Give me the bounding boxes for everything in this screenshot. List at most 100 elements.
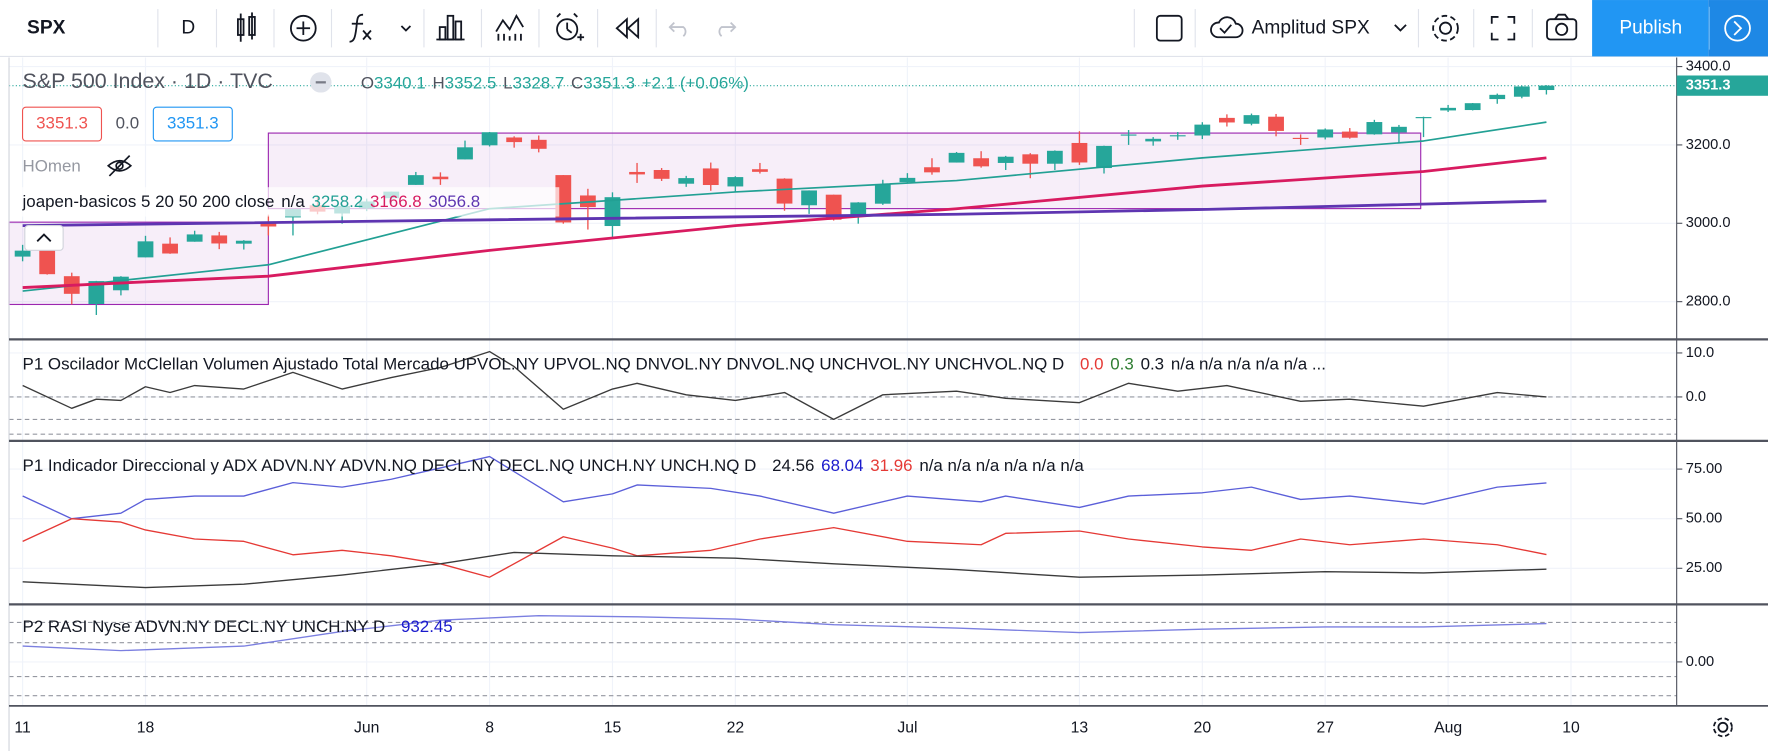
symbol[interactable]: SPX — [27, 17, 66, 38]
y-tick-label: 50.00 — [1686, 511, 1723, 527]
candle-body — [481, 132, 498, 146]
candle-body — [186, 234, 203, 242]
candle-body — [1391, 126, 1407, 133]
pane-legend: P2 RASI Nyse ADVN.NY DECL.NY UNCH.NY D 93… — [23, 618, 453, 637]
y-tick-label: 25.00 — [1686, 560, 1723, 576]
candle-body — [924, 167, 940, 173]
indicator-line — [22, 614, 1547, 652]
publish-menu[interactable] — [1708, 0, 1768, 57]
settings-icon[interactable] — [1432, 14, 1459, 42]
candle-body — [14, 250, 31, 257]
x-tick-label: Jul — [897, 720, 917, 737]
chart-title: S&P 500 Index · 1D · TVC — [23, 69, 273, 93]
candle-body — [1489, 94, 1506, 100]
strategy-icon[interactable] — [495, 13, 524, 41]
snapshot-icon[interactable] — [1546, 13, 1578, 41]
candle-body — [235, 240, 252, 244]
candle-body — [1243, 115, 1260, 124]
candle-body — [260, 221, 277, 227]
layout-name[interactable]: Amplitud SPX — [1252, 17, 1370, 38]
indicator-line — [22, 518, 1547, 578]
compare-icon[interactable] — [290, 14, 317, 42]
pane-legend: P1 Oscilador McClellan Volumen Ajustado … — [23, 355, 1326, 374]
buy-box[interactable] — [152, 106, 233, 142]
x-tick-label: 13 — [1071, 720, 1089, 737]
templates-icon[interactable] — [436, 14, 465, 41]
pane-legend: P1 Indicador Direccional y ADX ADVN.NY A… — [23, 456, 1085, 475]
candle-body — [1292, 137, 1309, 139]
cloud-icon[interactable] — [1210, 16, 1244, 39]
publish-label[interactable]: Publish — [1619, 17, 1682, 38]
layout-chevron[interactable] — [1394, 24, 1407, 32]
candle-body — [997, 156, 1014, 163]
publish-button[interactable] — [1592, 0, 1709, 57]
sell-box[interactable] — [21, 106, 103, 142]
sell-price[interactable]: 3351.3 — [36, 114, 88, 133]
candle-body — [1464, 103, 1481, 111]
candle-body — [1513, 86, 1530, 97]
x-tick-label: 20 — [1194, 720, 1212, 737]
candle-body — [776, 178, 793, 204]
y-tick-label: 75.00 — [1686, 461, 1723, 477]
chart-type-icon[interactable] — [237, 12, 256, 42]
last-price-label: 3351.3 — [1686, 78, 1731, 94]
y-tick-label: 3000.0 — [1686, 215, 1731, 231]
labels-layer: S&P 500 Index · 1D · TVC O3340.1 H3352.5 L… — [14, 58, 1768, 737]
indicator-line — [22, 350, 1547, 421]
hidden-indicator[interactable]: HOmen — [23, 156, 81, 175]
spread: 0.0 — [116, 114, 140, 133]
y-tick-label: 0.0 — [1686, 389, 1706, 405]
x-tick-label: 11 — [14, 720, 30, 737]
candle-body — [530, 139, 547, 149]
x-tick-label: 8 — [485, 720, 494, 737]
indicators-icon[interactable] — [349, 13, 412, 43]
candle-body — [88, 281, 105, 305]
alert-icon[interactable] — [556, 12, 585, 41]
ohlc-legend: O3340.1 H3352.5 L3328.7 C3351.3 +2.1 (+0.06%… — [361, 74, 749, 93]
x-tick-label: 27 — [1316, 720, 1334, 737]
candle-body — [1317, 129, 1334, 138]
x-tick-label: 15 — [604, 720, 622, 737]
toolbar-bg — [0, 0, 1768, 57]
candle-body — [702, 168, 719, 186]
last-price-box — [1676, 75, 1768, 96]
candle-body — [1268, 116, 1284, 131]
candle-body — [39, 247, 56, 275]
candle-body — [211, 235, 228, 244]
candle-body — [1341, 131, 1358, 138]
candle-body — [162, 243, 178, 254]
candle-body — [1194, 124, 1211, 136]
candle-body — [629, 171, 645, 175]
candle-body — [1145, 138, 1162, 142]
x-tick-label: 18 — [137, 720, 155, 737]
fullscreen-icon[interactable] — [1490, 16, 1516, 41]
candle-body — [457, 147, 473, 160]
x-tick-label: 22 — [727, 720, 745, 737]
candle-body — [506, 137, 523, 143]
indicator-line — [22, 199, 1547, 228]
publish-menu-icon — [1724, 14, 1751, 42]
candle-body — [899, 177, 916, 183]
candle-body — [1046, 150, 1063, 164]
candle-body — [1169, 135, 1186, 137]
candle-body — [973, 158, 990, 167]
interval[interactable]: D — [181, 17, 195, 38]
x-tick-label: Jun — [354, 720, 379, 737]
buy-price[interactable]: 3351.3 — [167, 114, 219, 133]
replay-icon[interactable] — [615, 17, 640, 40]
undo-redo-icons[interactable] — [668, 21, 737, 37]
candle-body — [874, 183, 891, 204]
pane-borders — [8, 57, 1768, 751]
overlay-legend-bg — [15, 187, 560, 217]
multi-layout-icon[interactable] — [1155, 14, 1183, 42]
candle-body — [948, 152, 965, 163]
y-tick-label: 2800.0 — [1686, 294, 1731, 310]
indicator-line — [22, 551, 1547, 589]
hidden-eye-icon[interactable] — [106, 155, 133, 177]
y-tick-label: 3400.0 — [1686, 58, 1731, 74]
axis-settings-icon[interactable] — [1712, 717, 1733, 738]
candle-body — [1120, 134, 1137, 136]
candle-body — [407, 175, 424, 185]
drawing-toolbar-toggle[interactable] — [24, 224, 64, 251]
